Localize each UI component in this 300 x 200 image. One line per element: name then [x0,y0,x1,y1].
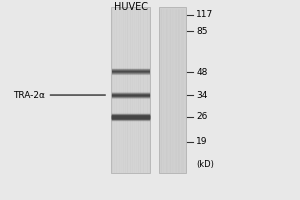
Text: 19: 19 [196,137,208,146]
Text: TRA-2α: TRA-2α [13,91,105,100]
Bar [159,7,186,173]
Bar [111,7,150,173]
Text: (kD): (kD) [196,160,214,169]
Text: HUVEC: HUVEC [114,2,148,12]
Text: 34: 34 [196,91,208,100]
Text: 117: 117 [196,10,214,19]
Text: 85: 85 [196,27,208,36]
Text: 26: 26 [196,112,208,121]
Text: 48: 48 [196,68,208,77]
